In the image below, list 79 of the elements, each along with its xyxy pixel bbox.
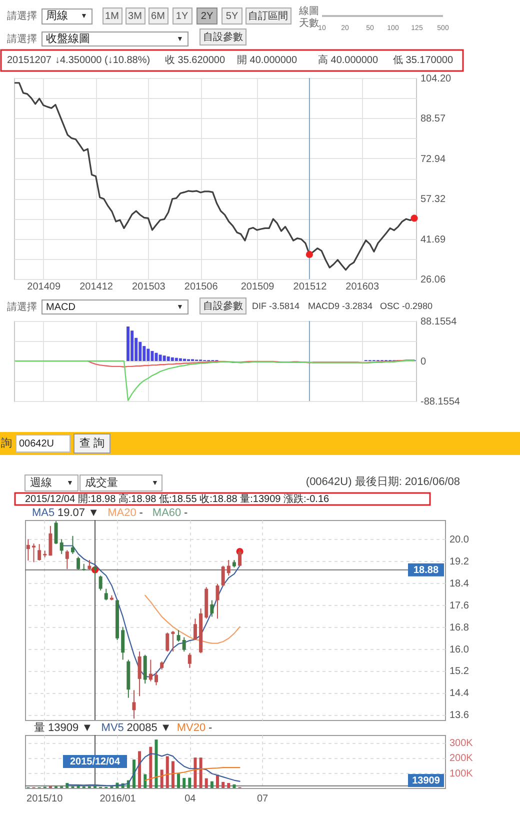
text: 00642U bbox=[19, 438, 54, 450]
text: 收 35.620000 bbox=[165, 55, 226, 66]
text: 請選擇 bbox=[7, 10, 37, 22]
text: - bbox=[139, 507, 144, 519]
text: OSC -0.2980 bbox=[380, 301, 433, 311]
text: 開 40.000000 bbox=[237, 55, 298, 66]
ref-line-label: 2015/12/04 bbox=[70, 756, 120, 768]
y-tick-label: 88.1554 bbox=[420, 316, 458, 328]
x-tick-label: 201506 bbox=[184, 282, 218, 292]
y-tick-label: 15.2 bbox=[450, 666, 470, 678]
y-tick-label: 88.57 bbox=[420, 114, 446, 125]
text: DIF -3.5814 bbox=[252, 301, 300, 311]
x-tick-label: 201409 bbox=[27, 282, 61, 292]
y-tick-label: 26.06 bbox=[420, 274, 446, 286]
text: 天數 bbox=[299, 17, 319, 29]
y-tick-label: 300K bbox=[450, 738, 474, 750]
text: 詢 bbox=[1, 436, 12, 450]
text: MA20 bbox=[108, 507, 136, 519]
x-tick-label: 201512 bbox=[293, 282, 328, 292]
x-tick-label: 201603 bbox=[346, 282, 380, 292]
y-tick-label: 20.0 bbox=[450, 534, 470, 546]
y-tick-label: 19.2 bbox=[450, 556, 470, 568]
y-tick-label: -88.1554 bbox=[420, 396, 460, 408]
text: - bbox=[208, 722, 213, 734]
x-tick-label: 2016/01 bbox=[100, 794, 136, 804]
text: 6M bbox=[151, 11, 165, 22]
text: (00642U) 最後日期: 2016/06/08 bbox=[306, 476, 460, 488]
text: - bbox=[184, 507, 188, 519]
text: MA5 bbox=[32, 507, 55, 519]
y-tick-label: 41.69 bbox=[420, 234, 446, 246]
ref-line-label: 18.88 bbox=[413, 564, 439, 576]
y-tick-label: 17.6 bbox=[450, 600, 470, 612]
text: 1M bbox=[105, 11, 119, 22]
x-tick-label: 201412 bbox=[80, 282, 114, 292]
text: 20085 ▼ bbox=[126, 722, 172, 734]
y-tick-label: 18.4 bbox=[450, 578, 470, 590]
y-tick-label: 72.94 bbox=[420, 154, 446, 165]
text: ↓4.350000 (↓10.88%) bbox=[55, 55, 150, 66]
text: 線圖 bbox=[298, 6, 319, 17]
text: 請選擇 bbox=[7, 301, 37, 313]
text: 自訂區間 bbox=[248, 10, 288, 22]
text: 自設參數 bbox=[203, 300, 243, 312]
y-tick-label: 13.6 bbox=[450, 710, 470, 722]
text: 成交量 bbox=[85, 476, 118, 489]
text: 查 詢 bbox=[79, 436, 105, 450]
text: MV5 bbox=[101, 722, 124, 734]
text: 2Y bbox=[200, 11, 214, 22]
text: 高 40.000000 bbox=[318, 54, 378, 66]
y-tick-label: 16.8 bbox=[450, 622, 470, 634]
y-tick-label: 100K bbox=[450, 768, 474, 780]
y-tick-label: 104.20 bbox=[420, 74, 452, 84]
text: MACD bbox=[46, 302, 76, 313]
text: 低 35.170000 bbox=[393, 55, 454, 66]
text: 量 13909 ▼ bbox=[34, 722, 93, 734]
y-tick-label: 16.0 bbox=[450, 644, 470, 656]
text: MV20 bbox=[176, 722, 206, 734]
text: 自設參數 bbox=[203, 31, 243, 43]
y-tick-label: 57.32 bbox=[420, 194, 446, 206]
x-tick-label: 201509 bbox=[240, 282, 275, 292]
ref-line-label: 13909 bbox=[412, 776, 440, 786]
text: 周線 bbox=[46, 10, 68, 22]
y-tick-label: 200K bbox=[450, 753, 474, 764]
text: 收盤線圖 bbox=[46, 33, 90, 45]
legend-label: MA60 bbox=[152, 507, 182, 519]
text: 1Y bbox=[176, 11, 188, 22]
text: MACD9 -3.2834 bbox=[308, 301, 373, 311]
text: 19.07 ▼ bbox=[57, 507, 99, 519]
text: 3M bbox=[128, 11, 142, 22]
x-tick-label: 04 bbox=[184, 794, 196, 804]
x-tick-label: 07 bbox=[256, 794, 269, 804]
y-tick-label: 14.4 bbox=[450, 688, 470, 700]
x-tick-label: 201503 bbox=[132, 282, 166, 292]
y-tick-label: 0 bbox=[420, 356, 426, 368]
text: 請選擇 bbox=[7, 33, 37, 45]
text: 20151207 bbox=[7, 55, 52, 66]
text: 5Y bbox=[226, 11, 238, 22]
text: 週線 bbox=[30, 477, 52, 489]
x-tick-label: 2015/10 bbox=[26, 794, 64, 804]
text: 2015/12/04 開:18.98 高:18.98 低:18.55 收:18.88 量:13909 漲跌:-0.16 bbox=[25, 493, 330, 505]
